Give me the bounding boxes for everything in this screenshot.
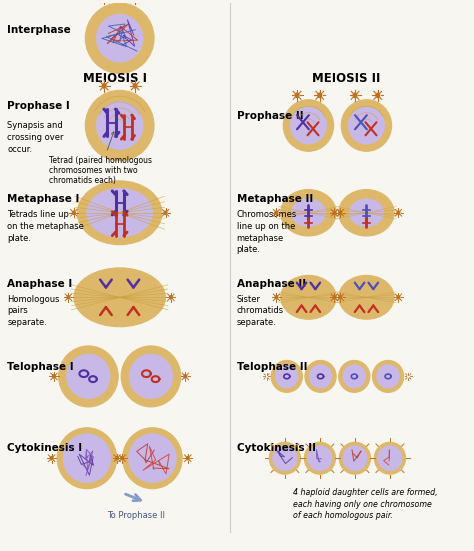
Ellipse shape	[271, 360, 302, 392]
Ellipse shape	[338, 360, 370, 392]
Ellipse shape	[87, 188, 153, 237]
Circle shape	[73, 211, 75, 214]
Ellipse shape	[57, 428, 117, 489]
Text: Chromosomes
line up on the
metaphase
plate.: Chromosomes line up on the metaphase pla…	[237, 210, 297, 255]
Ellipse shape	[348, 107, 384, 144]
Circle shape	[50, 457, 53, 460]
Ellipse shape	[281, 190, 336, 236]
Ellipse shape	[339, 190, 394, 236]
Circle shape	[295, 93, 299, 98]
Circle shape	[164, 211, 167, 214]
Circle shape	[102, 84, 106, 88]
Text: MEIOSIS II: MEIOSIS II	[312, 72, 381, 84]
Circle shape	[275, 211, 278, 214]
Text: Sister
chromatids
separate.: Sister chromatids separate.	[237, 295, 284, 327]
Circle shape	[184, 375, 187, 378]
Circle shape	[376, 93, 380, 98]
Text: Cytokinesis I: Cytokinesis I	[8, 444, 82, 453]
Circle shape	[318, 93, 321, 98]
Ellipse shape	[339, 442, 371, 474]
Circle shape	[397, 296, 400, 299]
Ellipse shape	[85, 90, 154, 161]
Ellipse shape	[373, 360, 404, 392]
Ellipse shape	[339, 276, 394, 319]
Text: Anaphase I: Anaphase I	[8, 279, 73, 289]
Ellipse shape	[378, 446, 402, 471]
Ellipse shape	[96, 101, 143, 149]
Text: Tetrad (paired homologous
chromosomes with two
chromatids each): Tetrad (paired homologous chromosomes wi…	[49, 132, 152, 185]
Circle shape	[67, 296, 70, 299]
Text: 4 haploid daughter cells are formed,
each having only one chromosome
of each hom: 4 haploid daughter cells are formed, eac…	[293, 488, 438, 521]
Ellipse shape	[343, 365, 366, 388]
Text: Telophase I: Telophase I	[8, 361, 74, 371]
Ellipse shape	[123, 428, 182, 489]
Circle shape	[353, 93, 357, 98]
Ellipse shape	[96, 14, 143, 62]
Ellipse shape	[269, 442, 301, 474]
Ellipse shape	[374, 442, 406, 474]
Circle shape	[133, 84, 137, 88]
Circle shape	[333, 211, 336, 214]
Circle shape	[186, 457, 189, 460]
Ellipse shape	[129, 354, 173, 399]
Circle shape	[339, 296, 342, 299]
Ellipse shape	[121, 346, 181, 407]
Ellipse shape	[377, 365, 400, 388]
Text: MEIOSIS I: MEIOSIS I	[83, 72, 147, 84]
Text: Anaphase II: Anaphase II	[237, 279, 306, 289]
Ellipse shape	[67, 354, 110, 399]
Circle shape	[339, 211, 342, 214]
Text: Interphase: Interphase	[8, 25, 71, 35]
Text: Prophase I: Prophase I	[8, 101, 70, 111]
Ellipse shape	[77, 181, 162, 245]
Ellipse shape	[308, 446, 332, 471]
Circle shape	[397, 211, 400, 214]
Ellipse shape	[341, 100, 392, 152]
Circle shape	[333, 296, 336, 299]
Text: Metaphase I: Metaphase I	[8, 194, 80, 204]
Ellipse shape	[349, 199, 383, 226]
Circle shape	[133, 0, 137, 1]
Ellipse shape	[128, 434, 176, 483]
Circle shape	[121, 457, 124, 460]
Circle shape	[116, 457, 118, 460]
Circle shape	[275, 296, 278, 299]
Ellipse shape	[74, 268, 165, 327]
Ellipse shape	[291, 199, 326, 226]
Text: Telophase II: Telophase II	[237, 361, 307, 371]
Ellipse shape	[59, 346, 118, 407]
Circle shape	[102, 0, 106, 1]
Ellipse shape	[85, 3, 154, 73]
Ellipse shape	[309, 365, 332, 388]
Circle shape	[53, 375, 55, 378]
Ellipse shape	[290, 107, 327, 144]
Text: Prophase II: Prophase II	[237, 111, 303, 121]
Text: To Prophase II: To Prophase II	[107, 511, 165, 520]
Text: Cytokinesis II: Cytokinesis II	[237, 444, 316, 453]
Ellipse shape	[304, 442, 336, 474]
Text: Synapsis and
crossing over
occur.: Synapsis and crossing over occur.	[8, 121, 64, 154]
Text: Metaphase II: Metaphase II	[237, 194, 313, 204]
Ellipse shape	[63, 434, 111, 483]
Ellipse shape	[305, 360, 336, 392]
Text: Homologous
pairs
separate.: Homologous pairs separate.	[8, 295, 60, 327]
Ellipse shape	[273, 446, 297, 471]
Ellipse shape	[281, 276, 336, 319]
Ellipse shape	[283, 100, 334, 152]
Ellipse shape	[343, 446, 367, 471]
Ellipse shape	[275, 365, 298, 388]
Circle shape	[170, 296, 172, 299]
Text: Tetrads line up
on the metaphase
plate.: Tetrads line up on the metaphase plate.	[8, 210, 84, 242]
